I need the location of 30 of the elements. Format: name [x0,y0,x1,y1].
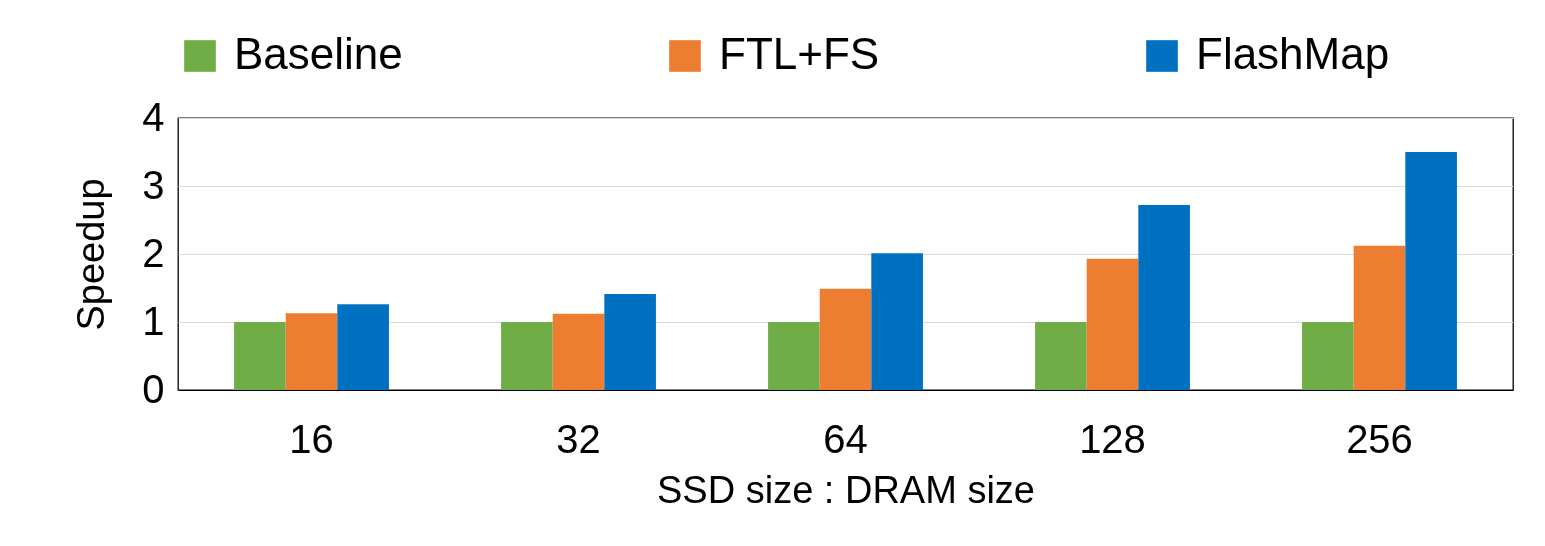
bar [552,313,605,390]
x-tick-label: 32 [556,416,601,461]
y-tick-label: 2 [142,230,165,275]
x-tick-label: 256 [1346,416,1413,461]
y-tick-label: 1 [142,298,165,343]
legend-label: Baseline [234,29,403,78]
bar [871,253,923,390]
bar [1405,152,1457,390]
y-tick-label: 3 [142,162,165,207]
bar [1035,322,1087,390]
legend-label: FlashMap [1196,29,1390,78]
bar [337,304,389,390]
x-axis-title: SSD size : DRAM size [657,468,1035,511]
y-axis-title: Speedup [70,178,113,331]
bar [1086,258,1139,390]
bar [1353,245,1406,390]
x-tick-label: 16 [289,416,334,461]
bar [1302,322,1354,390]
x-tick-label: 128 [1079,416,1146,461]
bar [768,322,820,390]
bar [285,313,338,390]
x-tick-label: 64 [823,416,868,461]
bar [604,294,656,390]
bar [501,322,553,390]
bar [1138,205,1190,390]
bar [819,288,872,390]
bar [234,322,286,390]
legend-label: FTL+FS [719,29,880,78]
y-tick-label: 0 [142,366,165,411]
y-tick-label: 4 [142,94,165,139]
